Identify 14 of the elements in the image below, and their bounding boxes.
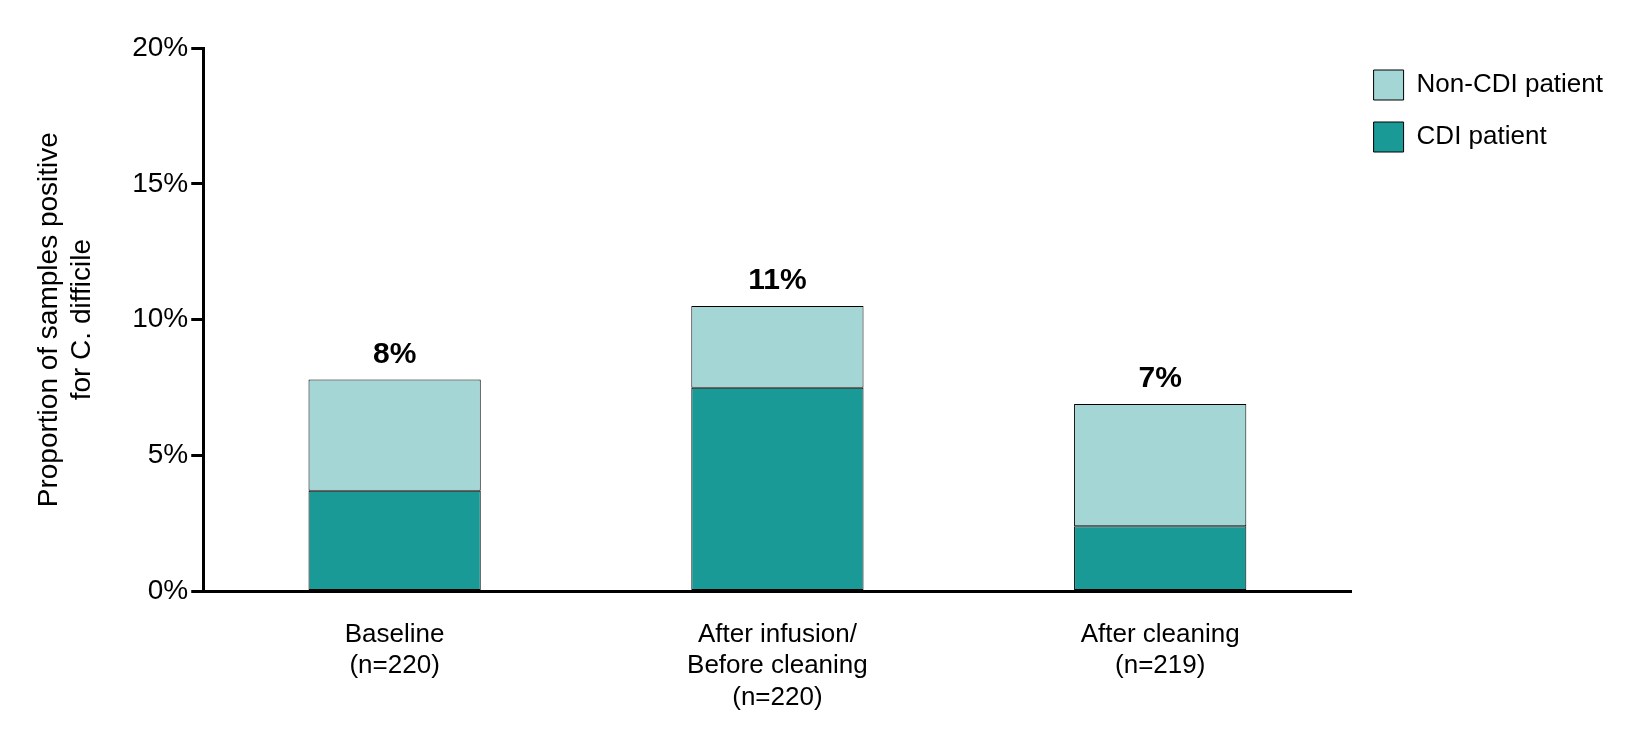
y-tick-label: 10% xyxy=(132,302,189,334)
y-tick-label: 5% xyxy=(147,438,189,470)
x-tick-label: After cleaning (n=219) xyxy=(1080,618,1240,680)
total-label: 11% xyxy=(748,262,807,296)
x-tick-label: Baseline (n=220) xyxy=(344,618,445,680)
x-tick-label: After infusion/ Before cleaning (n=220) xyxy=(687,618,868,711)
legend-label: Non-CDI patient xyxy=(1416,68,1604,99)
y-tick-label: 0% xyxy=(147,574,189,606)
total-label: 7% xyxy=(1138,360,1182,394)
y-axis-title: Proportion of samples positive for C. difficile xyxy=(31,132,97,508)
y-tick-label: 15% xyxy=(132,166,189,198)
legend-label: CDI patient xyxy=(1416,120,1548,151)
y-tick-label: 20% xyxy=(132,30,189,62)
total-label: 8% xyxy=(372,335,417,369)
